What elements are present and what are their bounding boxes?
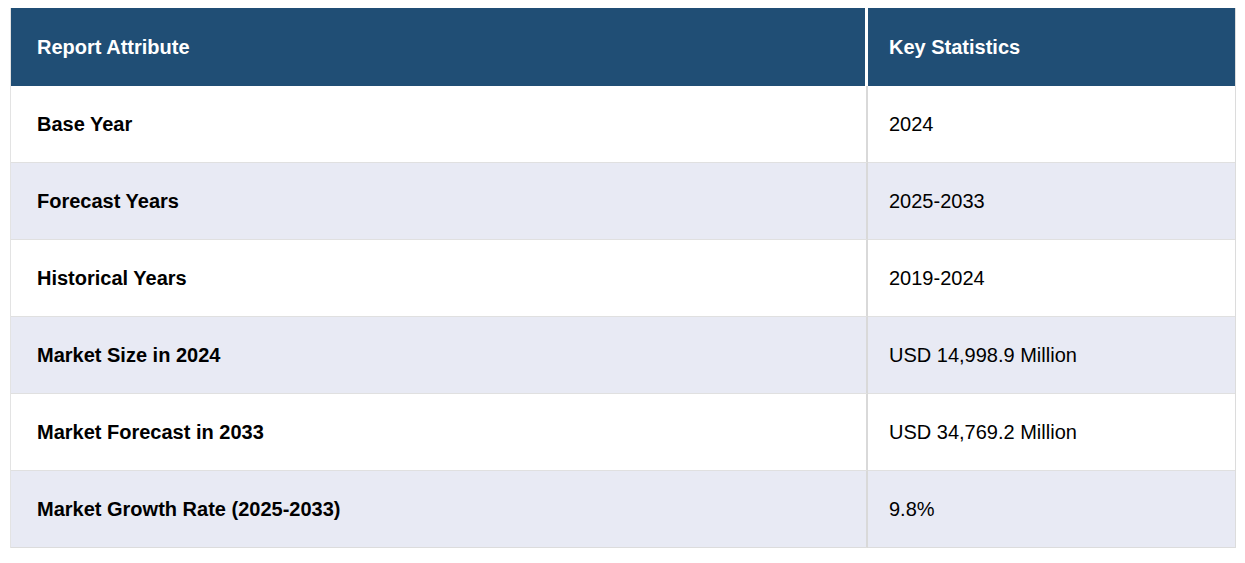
table-row-market-size-2024: Market Size in 2024 USD 14,998.9 Million <box>11 317 1235 394</box>
attribute-cell: Historical Years <box>11 240 868 317</box>
value-cell: USD 14,998.9 Million <box>868 317 1235 394</box>
table-row-historical-years: Historical Years 2019-2024 <box>11 240 1235 317</box>
value-cell: USD 34,769.2 Million <box>868 394 1235 471</box>
attribute-cell: Market Forecast in 2033 <box>11 394 868 471</box>
attribute-cell: Base Year <box>11 86 868 163</box>
value-cell: 9.8% <box>868 471 1235 548</box>
attribute-cell: Market Growth Rate (2025-2033) <box>11 471 868 548</box>
key-statistics-table: Report Attribute Key Statistics Base Yea… <box>10 8 1236 548</box>
table-header: Report Attribute Key Statistics <box>11 8 1235 86</box>
value-cell: 2024 <box>868 86 1235 163</box>
value-cell: 2025-2033 <box>868 163 1235 240</box>
header-report-attribute: Report Attribute <box>11 8 868 86</box>
table-row-market-forecast-2033: Market Forecast in 2033 USD 34,769.2 Mil… <box>11 394 1235 471</box>
attribute-cell: Forecast Years <box>11 163 868 240</box>
table-row-forecast-years: Forecast Years 2025-2033 <box>11 163 1235 240</box>
table-row-market-growth-rate: Market Growth Rate (2025-2033) 9.8% <box>11 471 1235 548</box>
attribute-cell: Market Size in 2024 <box>11 317 868 394</box>
header-key-statistics: Key Statistics <box>868 8 1235 86</box>
value-cell: 2019-2024 <box>868 240 1235 317</box>
header-row: Report Attribute Key Statistics <box>11 8 1235 86</box>
table-body: Base Year 2024 Forecast Years 2025-2033 … <box>11 86 1235 548</box>
report-attributes-table: Report Attribute Key Statistics Base Yea… <box>10 8 1234 548</box>
table-row-base-year: Base Year 2024 <box>11 86 1235 163</box>
